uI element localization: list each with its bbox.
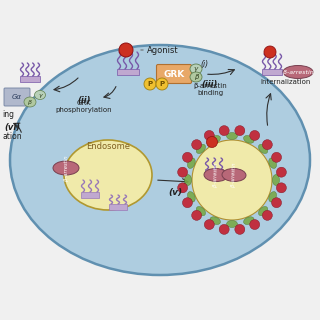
Text: (iii): (iii) xyxy=(202,80,218,89)
Text: ing: ing xyxy=(2,110,14,119)
Ellipse shape xyxy=(269,192,276,202)
Text: Endosome: Endosome xyxy=(86,142,130,151)
Circle shape xyxy=(204,220,214,229)
Ellipse shape xyxy=(227,220,237,228)
Circle shape xyxy=(276,183,286,193)
Circle shape xyxy=(219,126,229,136)
Ellipse shape xyxy=(24,97,36,107)
Text: GRK
phosphorylation: GRK phosphorylation xyxy=(56,100,112,113)
Text: β-arrestin: β-arrestin xyxy=(213,163,219,187)
Text: (vi): (vi) xyxy=(4,123,20,132)
Ellipse shape xyxy=(53,161,79,175)
Circle shape xyxy=(219,224,229,234)
Circle shape xyxy=(250,220,260,229)
Ellipse shape xyxy=(244,135,254,143)
FancyBboxPatch shape xyxy=(156,65,191,84)
Bar xyxy=(262,69,282,75)
Circle shape xyxy=(262,210,272,220)
Text: β-arrestin: β-arrestin xyxy=(231,163,237,187)
Text: γ: γ xyxy=(38,92,42,98)
Circle shape xyxy=(182,198,192,208)
Ellipse shape xyxy=(273,174,279,186)
Text: ation: ation xyxy=(2,132,22,141)
Text: β: β xyxy=(194,74,198,80)
Circle shape xyxy=(264,46,276,58)
Text: (ii): (ii) xyxy=(77,96,91,105)
Bar xyxy=(20,76,40,82)
Ellipse shape xyxy=(259,206,268,216)
Text: P: P xyxy=(148,81,153,87)
Text: β: β xyxy=(28,100,32,105)
Ellipse shape xyxy=(185,174,191,186)
Circle shape xyxy=(276,167,286,177)
Text: Gα: Gα xyxy=(12,94,22,100)
Ellipse shape xyxy=(283,66,313,78)
Circle shape xyxy=(144,78,156,90)
Ellipse shape xyxy=(227,132,237,140)
Circle shape xyxy=(250,131,260,140)
Circle shape xyxy=(119,43,133,57)
FancyBboxPatch shape xyxy=(4,88,30,106)
Text: P: P xyxy=(159,81,164,87)
Circle shape xyxy=(262,140,272,150)
Ellipse shape xyxy=(210,135,220,143)
Ellipse shape xyxy=(244,217,254,225)
Circle shape xyxy=(178,183,188,193)
Ellipse shape xyxy=(269,158,276,168)
Ellipse shape xyxy=(64,140,152,210)
Circle shape xyxy=(156,78,168,90)
Ellipse shape xyxy=(210,217,220,225)
Text: (v): (v) xyxy=(168,188,182,197)
Bar xyxy=(205,169,223,175)
Circle shape xyxy=(235,224,245,234)
Bar xyxy=(109,204,127,210)
Ellipse shape xyxy=(188,192,195,202)
Text: γ: γ xyxy=(194,66,198,72)
Ellipse shape xyxy=(10,45,310,275)
Circle shape xyxy=(182,152,192,162)
Text: β-arrestin
binding: β-arrestin binding xyxy=(193,83,227,96)
Circle shape xyxy=(192,140,272,220)
Ellipse shape xyxy=(196,206,205,216)
Ellipse shape xyxy=(188,158,195,168)
Ellipse shape xyxy=(204,169,228,181)
Text: (i): (i) xyxy=(200,60,208,68)
Text: GRK: GRK xyxy=(164,69,185,78)
Circle shape xyxy=(192,210,202,220)
Ellipse shape xyxy=(196,144,205,154)
Circle shape xyxy=(206,137,218,148)
Circle shape xyxy=(204,131,214,140)
Ellipse shape xyxy=(190,64,202,74)
Text: Internalization: Internalization xyxy=(261,79,311,85)
Text: Agonist: Agonist xyxy=(147,45,179,54)
Circle shape xyxy=(272,198,282,208)
Circle shape xyxy=(192,140,202,150)
Bar xyxy=(81,192,99,198)
Ellipse shape xyxy=(35,91,45,100)
Circle shape xyxy=(272,152,282,162)
Bar xyxy=(117,69,139,75)
Ellipse shape xyxy=(190,72,202,82)
Text: β-arrestin: β-arrestin xyxy=(63,155,68,181)
Circle shape xyxy=(235,126,245,136)
Ellipse shape xyxy=(259,144,268,154)
Ellipse shape xyxy=(222,169,246,181)
Circle shape xyxy=(178,167,188,177)
Text: β-arrestin: β-arrestin xyxy=(283,69,313,75)
